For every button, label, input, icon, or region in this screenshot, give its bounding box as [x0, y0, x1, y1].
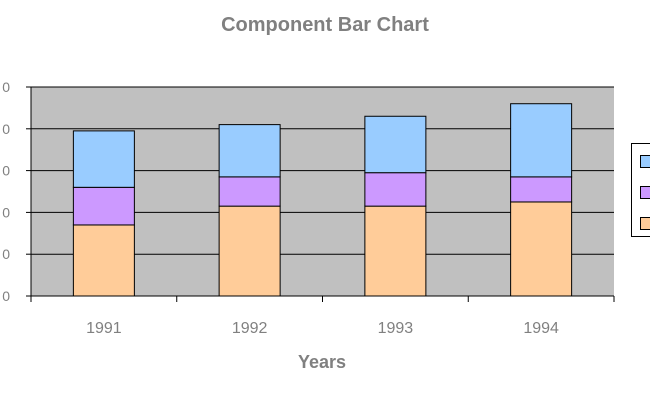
legend-swatch-series-3: [640, 155, 650, 168]
bars: [72, 103, 573, 297]
bar-1991-series-1: [72, 224, 135, 297]
x-tick-label-1992: 1992: [232, 320, 268, 337]
bar-1993-series-1: [364, 205, 427, 297]
x-tick-label-1993: 1993: [378, 320, 414, 337]
bar-1994-series-1: [510, 201, 573, 297]
bar-1993-series-3: [364, 115, 427, 174]
legend-swatch-series-2: [640, 186, 650, 199]
y-tick-label: 0: [2, 163, 10, 179]
x-tick-label-1991: 1991: [86, 320, 122, 337]
y-tick-label: 0: [2, 204, 10, 220]
y-tick-label: 0: [2, 79, 10, 95]
bar-1994-series-2: [510, 176, 573, 203]
legend-swatch-series-1: [640, 217, 650, 230]
bar-1991-series-2: [72, 186, 135, 226]
bar-1994-series-3: [510, 103, 573, 178]
axes: [26, 86, 615, 302]
chart-title: Component Bar Chart: [221, 14, 429, 36]
bar-1992-series-2: [218, 176, 281, 207]
bar-1993-series-2: [364, 172, 427, 207]
x-tick-label-1994: 1994: [523, 320, 559, 337]
bar-1992-series-3: [218, 124, 281, 178]
legend: [631, 143, 650, 237]
y-tick-label: 0: [2, 288, 10, 304]
x-axis-title: Years: [297, 352, 347, 372]
y-tick-label: 0: [2, 246, 10, 262]
bar-1991-series-3: [72, 130, 135, 188]
tick-labels: 0 0 0 0 0 0 1991 1992 1993 1994: [2, 79, 559, 337]
y-tick-label: 0: [2, 121, 10, 137]
bar-1992-series-1: [218, 205, 281, 297]
